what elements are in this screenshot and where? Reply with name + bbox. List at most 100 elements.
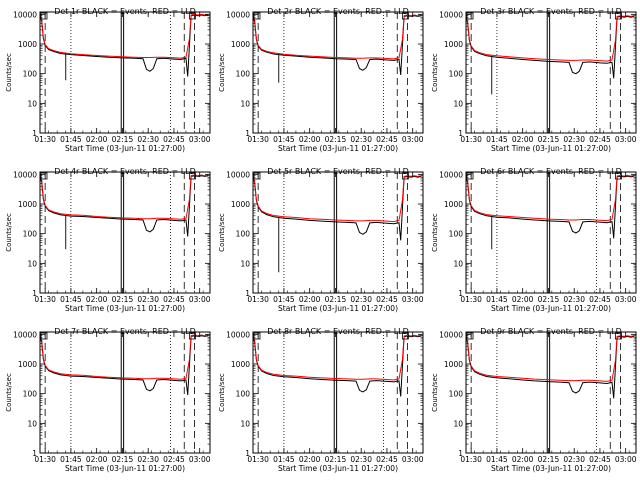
y-tick-label: 10 [240, 419, 250, 428]
panel-det-1: 1 10 100 1000 10000 01:30 01:45 02:00 02:15 02:30… [5, 7, 211, 153]
y-tick-label: 1 [32, 289, 37, 298]
x-tick-label: 02:30 [563, 295, 585, 304]
y-axis-label: Counts/sec [431, 213, 439, 252]
x-axis-label: Start Time (03-Jun-11 01:27:00) [278, 464, 398, 473]
x-tick-label: 02:15 [112, 135, 134, 144]
x-tick-label: 03:00 [615, 295, 637, 304]
plot-frame [252, 331, 424, 454]
x-tick-label: 02:15 [538, 135, 560, 144]
x-tick-label: 01:30 [34, 455, 56, 464]
corner-box-marker [401, 332, 409, 340]
panel-det-8: 1 10 100 1000 10000 01:30 01:45 02:00 02:15 02:30… [218, 327, 424, 473]
x-tick-label: 02:45 [589, 295, 611, 304]
x-tick-label: 01:45 [273, 295, 295, 304]
y-axis-label: Counts/sec [218, 373, 226, 412]
y-tick-label: 100 [236, 230, 251, 239]
x-tick-label: 02:45 [376, 295, 398, 304]
x-tick-label: 01:45 [60, 295, 82, 304]
x-tick-label: 02:30 [137, 295, 159, 304]
y-tick-label: 10000 [226, 170, 250, 179]
y-axis-label: Counts/sec [5, 53, 13, 92]
y-tick-label: 10 [27, 419, 37, 428]
x-tick-label: 02:45 [376, 455, 398, 464]
y-tick-label: 1 [245, 129, 250, 138]
x-tick-label: 01:30 [247, 455, 269, 464]
y-tick-label: 1 [245, 449, 250, 458]
series-line-lld [252, 175, 422, 223]
plot-frame [39, 171, 211, 294]
y-axis-label: Counts/sec [218, 213, 226, 252]
x-tick-label: 01:30 [247, 295, 269, 304]
plot-frame [39, 11, 211, 134]
x-tick-label: 02:30 [137, 455, 159, 464]
series-line-lld [39, 334, 209, 380]
series-line-lld [252, 334, 422, 381]
x-tick-label: 01:45 [60, 135, 82, 144]
series-line-events [252, 175, 422, 241]
x-axis-label: Start Time (03-Jun-11 01:27:00) [491, 464, 611, 473]
panel-det-4: 1 10 100 1000 10000 01:30 01:45 02:00 02:15 02:30… [5, 167, 211, 313]
x-tick-label: 02:15 [112, 295, 134, 304]
x-axis-label: Start Time (03-Jun-11 01:27:00) [278, 144, 398, 153]
y-tick-label: 10000 [226, 10, 250, 19]
y-tick-label: 1 [245, 289, 250, 298]
y-tick-label: 10 [240, 259, 250, 268]
y-tick-label: 100 [449, 230, 464, 239]
x-tick-label: 02:45 [589, 455, 611, 464]
y-tick-label: 1 [32, 449, 37, 458]
panel-title: Det 9r BLACK = Events, RED = LLD [480, 327, 622, 336]
panel-title: Det 4r BLACK = Events, RED = LLD [54, 167, 196, 176]
x-tick-label: 02:45 [163, 455, 185, 464]
corner-box-marker [401, 12, 409, 20]
y-tick-label: 1000 [18, 200, 37, 209]
x-tick-label: 01:30 [34, 135, 56, 144]
y-tick-label: 1 [32, 129, 37, 138]
series-line-events [39, 175, 209, 237]
series-line-events [39, 14, 209, 77]
y-tick-label: 10000 [13, 330, 37, 339]
panel-det-6: 1 10 100 1000 10000 01:30 01:45 02:00 02:15 02:30… [431, 167, 637, 313]
x-tick-label: 02:15 [538, 455, 560, 464]
y-tick-label: 10 [240, 99, 250, 108]
y-tick-label: 100 [449, 70, 464, 79]
y-tick-label: 10000 [439, 10, 463, 19]
corner-box-marker [614, 172, 622, 180]
panel-title: Det 7r BLACK = Events, RED = LLD [54, 327, 196, 336]
x-tick-label: 02:00 [512, 295, 534, 304]
panel-det-2: 1 10 100 1000 10000 01:30 01:45 02:00 02:15 02:30… [218, 7, 424, 153]
y-axis-label: Counts/sec [5, 213, 13, 252]
x-tick-label: 03:00 [189, 295, 211, 304]
plot-frame [465, 11, 637, 134]
x-tick-label: 03:00 [402, 135, 424, 144]
y-tick-label: 10 [453, 419, 463, 428]
x-axis-label: Start Time (03-Jun-11 01:27:00) [491, 144, 611, 153]
x-tick-label: 02:00 [86, 455, 108, 464]
x-tick-label: 02:15 [325, 455, 347, 464]
x-tick-label: 02:45 [589, 135, 611, 144]
x-tick-label: 03:00 [615, 135, 637, 144]
x-tick-label: 01:45 [273, 135, 295, 144]
y-tick-label: 1000 [231, 360, 250, 369]
x-axis-label: Start Time (03-Jun-11 01:27:00) [65, 144, 185, 153]
x-tick-label: 01:45 [60, 455, 82, 464]
corner-box-marker [614, 12, 622, 20]
y-axis-label: Counts/sec [218, 53, 226, 92]
x-axis-label: Start Time (03-Jun-11 01:27:00) [65, 464, 185, 473]
x-tick-label: 02:15 [325, 135, 347, 144]
y-tick-label: 100 [449, 390, 464, 399]
plot-frame [39, 331, 211, 454]
y-tick-label: 1000 [231, 200, 250, 209]
panel-title: Det 2r BLACK = Events, RED = LLD [267, 7, 409, 16]
x-axis-label: Start Time (03-Jun-11 01:27:00) [65, 304, 185, 313]
y-axis-label: Counts/sec [431, 53, 439, 92]
x-tick-label: 02:00 [86, 295, 108, 304]
plot-frame [252, 171, 424, 294]
x-tick-label: 02:15 [112, 455, 134, 464]
x-tick-label: 01:45 [273, 455, 295, 464]
series-line-lld [252, 14, 422, 60]
y-tick-label: 10 [27, 99, 37, 108]
corner-box-marker [188, 12, 196, 20]
x-tick-label: 02:30 [350, 455, 372, 464]
x-tick-label: 01:30 [34, 295, 56, 304]
y-tick-label: 100 [23, 390, 38, 399]
